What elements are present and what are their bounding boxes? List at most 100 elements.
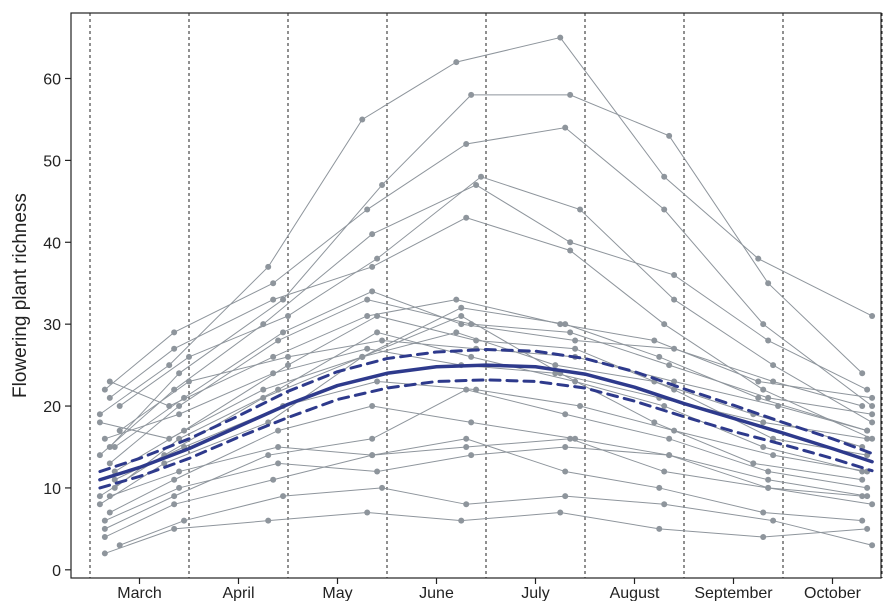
site-point-17-0: [101, 534, 108, 541]
site-point-7-4: [478, 173, 485, 180]
site-point-20-3: [359, 353, 366, 360]
site-point-1-6: [661, 468, 668, 475]
site-point-19-3: [379, 337, 386, 344]
site-point-22-7: [765, 476, 772, 483]
site-point-12-7: [770, 517, 777, 524]
site-point-20-8: [859, 476, 866, 483]
site-point-8-8: [864, 484, 871, 491]
site-point-17-4: [463, 435, 470, 442]
site-point-15-8: [869, 312, 876, 319]
y-tick-label-0: 0: [52, 563, 61, 580]
site-point-22-8: [864, 493, 871, 500]
plot-frame: [70, 12, 882, 579]
site-point-15-1: [166, 362, 173, 369]
site-point-23-2: [280, 329, 287, 336]
site-point-10-4: [453, 296, 460, 303]
site-point-21-7: [760, 386, 767, 393]
site-point-3-6: [671, 386, 678, 393]
site-point-5-1: [176, 370, 183, 377]
site-point-6-7: [755, 394, 762, 401]
site-point-14-1: [171, 476, 178, 483]
site-point-0-2: [265, 517, 272, 524]
site-point-11-2: [260, 321, 267, 328]
y-tick-label-50: 50: [43, 153, 61, 170]
site-point-0-8: [864, 525, 871, 532]
site-point-14-0: [106, 509, 113, 516]
site-point-11-4: [473, 181, 480, 188]
site-point-10-6: [651, 337, 658, 344]
site-point-23-8: [859, 403, 866, 410]
site-point-23-7: [770, 378, 777, 385]
site-point-9-6: [661, 403, 668, 410]
site-point-21-5: [567, 247, 574, 254]
x-tick-label-7: October: [804, 585, 862, 601]
site-point-21-0: [106, 394, 113, 401]
site-point-9-4: [468, 353, 475, 360]
site-point-5-4: [468, 91, 475, 98]
site-point-16-7: [770, 452, 777, 459]
site-point-7-0: [116, 403, 123, 410]
site-point-4-4: [463, 141, 470, 148]
site-point-22-1: [176, 484, 183, 491]
site-point-18-5: [567, 329, 574, 336]
site-point-20-6: [651, 419, 658, 426]
site-point-20-2: [260, 394, 267, 401]
site-point-19-2: [285, 353, 291, 360]
site-point-1-8: [869, 501, 876, 508]
site-point-4-3: [364, 206, 371, 213]
x-tick-label-5: August: [610, 585, 660, 601]
site-point-11-0: [96, 452, 103, 459]
site-point-15-7: [755, 255, 762, 262]
site-point-14-3: [369, 403, 376, 410]
site-point-9-3: [374, 329, 381, 336]
site-point-23-0: [111, 443, 118, 450]
site-point-2-5: [552, 362, 559, 369]
site-point-12-6: [661, 501, 668, 508]
site-point-14-4: [468, 419, 475, 426]
x-tick-label-1: April: [222, 585, 254, 601]
month-boundary-lines: [89, 13, 883, 578]
site-point-11-3: [369, 231, 376, 238]
site-point-6-1: [161, 460, 168, 467]
site-point-8-1: [171, 493, 178, 500]
site-point-18-2: [275, 337, 282, 344]
site-point-20-7: [750, 460, 757, 467]
site-point-19-0: [116, 427, 123, 434]
site-point-14-7: [765, 484, 772, 491]
site-point-22-0: [101, 517, 108, 524]
site-point-11-6: [671, 272, 678, 279]
site-point-4-6: [661, 206, 668, 213]
site-line-20: [99, 315, 863, 497]
site-point-4-8: [869, 403, 876, 410]
y-axis-label: Flowering plant richness: [10, 193, 31, 398]
site-point-21-4: [463, 214, 470, 221]
site-point-0-6: [656, 525, 663, 532]
site-point-17-8: [859, 517, 866, 524]
site-point-15-0: [96, 411, 103, 418]
site-point-4-7: [760, 321, 767, 328]
site-point-21-6: [661, 321, 668, 328]
site-point-7-2: [285, 312, 291, 319]
site-point-21-3: [369, 263, 376, 270]
site-point-18-3: [364, 296, 371, 303]
site-point-8-6: [666, 435, 673, 442]
site-point-12-3: [379, 484, 386, 491]
site-point-18-6: [666, 362, 673, 369]
site-point-12-0: [116, 542, 123, 549]
site-point-16-0: [111, 476, 118, 483]
site-point-8-7: [765, 468, 772, 475]
site-point-17-1: [171, 501, 178, 508]
site-point-16-5: [577, 403, 584, 410]
site-point-0-0: [101, 550, 108, 557]
site-point-6-0: [96, 501, 103, 508]
site-point-12-4: [463, 501, 470, 508]
site-point-17-2: [270, 476, 277, 483]
site-point-13-1: [176, 411, 183, 418]
site-point-11-7: [765, 337, 772, 344]
site-point-7-1: [186, 353, 192, 360]
site-point-7-5: [577, 206, 584, 213]
site-point-3-5: [572, 345, 579, 352]
site-point-1-2: [275, 443, 282, 450]
site-point-8-2: [265, 452, 272, 459]
